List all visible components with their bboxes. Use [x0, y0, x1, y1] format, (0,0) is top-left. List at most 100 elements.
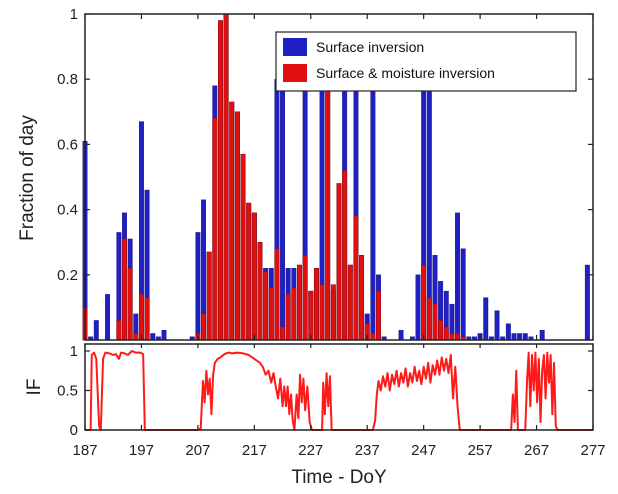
bottom-x-tick-label: 247 — [411, 442, 436, 459]
bar-surface-moisture-inversion — [370, 333, 376, 341]
bar-surface-moisture-inversion — [443, 326, 449, 341]
bottom-y-tick-label: 0.5 — [57, 383, 78, 400]
bar-surface-moisture-inversion — [201, 313, 206, 341]
bottom-y-tick-label: 1 — [70, 343, 78, 360]
top-y-tick-label: 0.2 — [57, 267, 78, 284]
bar-surface-moisture-inversion — [138, 294, 144, 341]
top-y-tick-label: 0.6 — [57, 136, 78, 153]
top-y-axis-label: Fraction of day — [17, 115, 38, 241]
bar-surface-moisture-inversion — [274, 248, 280, 341]
bar-surface-inversion — [161, 330, 167, 341]
bar-surface-moisture-inversion — [302, 255, 308, 341]
bar-surface-moisture-inversion — [432, 303, 438, 341]
bar-surface-moisture-inversion — [376, 290, 381, 341]
x-axis-label: Time - DoY — [291, 467, 387, 488]
bar-surface-moisture-inversion — [319, 284, 325, 341]
bottom-panel: 00.51 187 197 207 217 227 237 247 257 267 277 IF … — [24, 14, 606, 488]
bottom-y-tick-label: 0 — [70, 422, 78, 439]
bar-surface-inversion — [505, 323, 511, 341]
bar-surface-moisture-inversion — [353, 215, 359, 341]
bar-surface-moisture-inversion — [285, 294, 291, 341]
bar-surface-moisture-inversion — [133, 333, 139, 341]
top-y-ticks: 0.2 0.4 0.6 0.8 1 — [57, 6, 593, 284]
legend-swatch-surface-inversion — [283, 38, 307, 56]
bar-surface-inversion — [517, 333, 523, 341]
bar-surface-moisture-inversion — [336, 183, 342, 341]
bar-surface-moisture-inversion — [347, 264, 353, 341]
bottom-x-tick-label: 257 — [468, 442, 493, 459]
bottom-x-tick-label: 267 — [524, 442, 549, 459]
legend-box — [275, 31, 577, 92]
bar-surface-moisture-inversion — [240, 153, 246, 341]
bar-surface-inversion — [150, 333, 156, 341]
bottom-x-tick-label: 227 — [298, 442, 323, 459]
legend-swatch-surface-moisture-inversion — [283, 64, 307, 82]
bar-series-group — [82, 13, 590, 341]
bar-surface-moisture-inversion — [116, 320, 122, 341]
bar-surface-moisture-inversion — [308, 290, 314, 341]
bottom-y-ticks: 00.51 — [57, 343, 593, 439]
bar-surface-inversion — [483, 297, 489, 341]
bar-surface-moisture-inversion — [206, 251, 212, 341]
bar-surface-moisture-inversion — [426, 297, 432, 341]
bar-surface-moisture-inversion — [438, 320, 444, 341]
top-y-tick-label: 0.8 — [57, 71, 78, 88]
bar-surface-moisture-inversion — [263, 271, 269, 341]
bar-surface-moisture-inversion — [325, 85, 331, 341]
bar-surface-inversion — [460, 248, 466, 341]
bar-surface-moisture-inversion — [127, 268, 133, 341]
bar-surface-moisture-inversion — [223, 13, 229, 341]
bar-surface-moisture-inversion — [280, 326, 286, 341]
bottom-axes-box — [84, 343, 594, 431]
bar-surface-moisture-inversion — [297, 264, 302, 341]
legend: Surface inversion Surface & moisture inv… — [275, 31, 577, 92]
bar-surface-inversion — [93, 320, 99, 341]
bottom-x-tick-label: 217 — [242, 442, 267, 459]
bottom-x-tick-label: 207 — [185, 442, 210, 459]
top-y-tick-label: 0.4 — [57, 202, 78, 219]
bottom-x-tick-label: 187 — [72, 442, 97, 459]
bar-surface-inversion — [105, 294, 111, 341]
bar-surface-moisture-inversion — [246, 202, 252, 341]
bar-surface-moisture-inversion — [144, 297, 150, 341]
top-y-tick-label: 1 — [70, 6, 78, 23]
bar-surface-moisture-inversion — [342, 170, 348, 341]
bottom-y-axis-label: IF — [24, 379, 45, 396]
bar-surface-moisture-inversion — [218, 20, 223, 341]
bar-surface-moisture-inversion — [251, 212, 257, 341]
bar-surface-moisture-inversion — [229, 101, 235, 341]
bar-surface-inversion — [195, 232, 201, 341]
bar-surface-inversion — [415, 274, 421, 341]
bar-surface-inversion — [511, 333, 517, 341]
bar-surface-inversion — [398, 330, 404, 341]
bar-surface-moisture-inversion — [359, 255, 365, 341]
bar-surface-moisture-inversion — [122, 238, 127, 341]
bottom-x-tick-label: 237 — [355, 442, 380, 459]
bar-surface-moisture-inversion — [421, 264, 427, 341]
bar-surface-moisture-inversion — [449, 333, 455, 341]
legend-label-surface-moisture-inversion: Surface & moisture inversion — [316, 65, 495, 81]
bar-surface-moisture-inversion — [234, 111, 240, 341]
bar-surface-moisture-inversion — [257, 241, 263, 341]
top-panel: 0.2 0.4 0.6 0.8 1 Fraction of day Surface in… — [17, 6, 594, 341]
bar-surface-moisture-inversion — [313, 268, 319, 341]
bottom-x-tick-label: 197 — [129, 442, 154, 459]
bar-surface-inversion — [584, 264, 590, 341]
bottom-x-tick-label: 277 — [580, 442, 605, 459]
bar-surface-inversion — [280, 52, 286, 341]
bar-surface-moisture-inversion — [268, 287, 274, 341]
bar-surface-moisture-inversion — [212, 118, 218, 341]
bar-surface-moisture-inversion — [455, 333, 460, 341]
bar-surface-inversion — [539, 330, 545, 341]
top-axes-box — [84, 13, 594, 341]
legend-label-surface-inversion: Surface inversion — [316, 39, 424, 55]
bar-surface-inversion — [522, 333, 528, 341]
bar-surface-inversion — [494, 310, 500, 341]
bar-surface-inversion — [370, 78, 376, 341]
if-series-line — [85, 350, 593, 431]
bottom-x-ticks: 187 197 207 217 227 237 247 257 267 277 — [72, 14, 606, 459]
bar-surface-moisture-inversion — [330, 284, 336, 341]
bar-surface-inversion — [455, 212, 460, 341]
bar-surface-moisture-inversion — [291, 287, 297, 341]
